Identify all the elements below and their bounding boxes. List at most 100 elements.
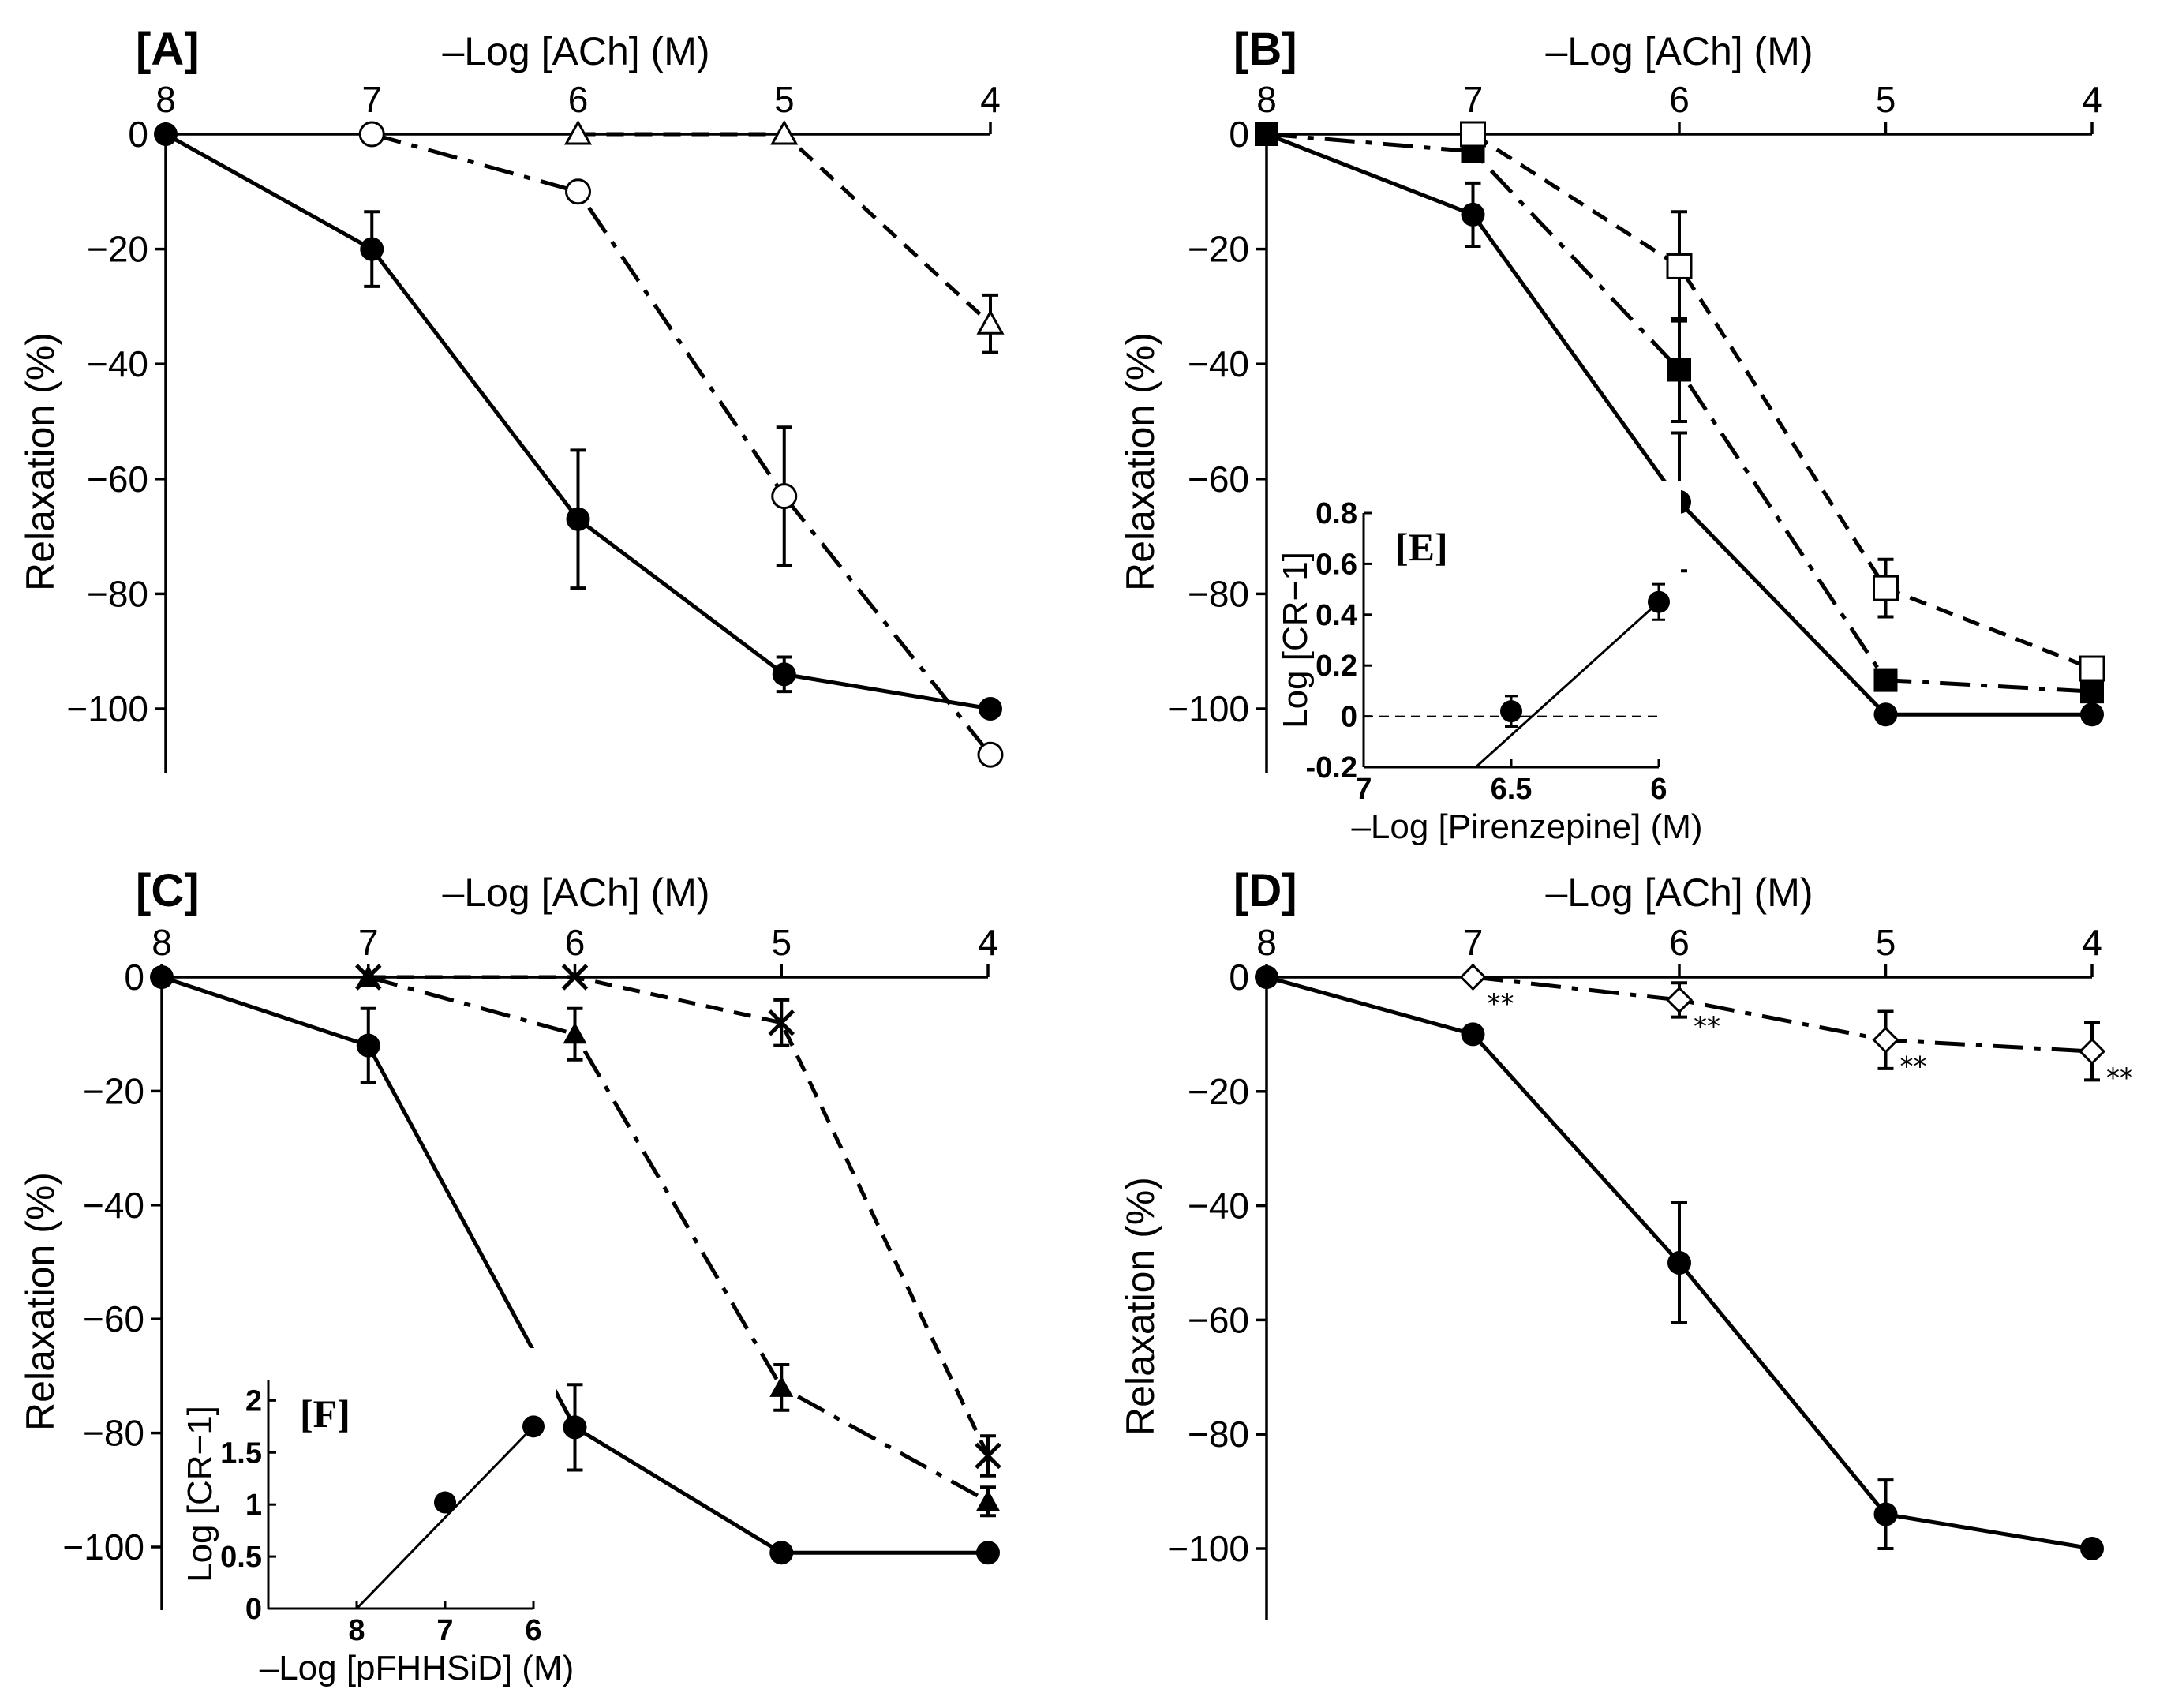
diamond-open-marker <box>1872 1026 1899 1054</box>
circle-filled-marker <box>566 507 590 531</box>
series-square-open <box>1460 121 2105 682</box>
circle-filled-marker <box>360 237 384 261</box>
triangle-open-marker <box>563 119 593 145</box>
x-tick-label: 6 <box>1669 79 1690 120</box>
y-axis-title: Relaxation (%) <box>18 1172 62 1431</box>
x-tick-label: 7 <box>358 922 379 963</box>
inset-x-tick-label: 8 <box>348 1614 365 1647</box>
square-open-marker <box>1873 575 1899 601</box>
triangle-open-marker <box>976 309 1005 335</box>
inset-data-point <box>434 1491 456 1514</box>
circle-filled-marker <box>1873 1502 1898 1526</box>
inset-x-axis-title: –Log [pFHHSiD] (M) <box>260 1649 574 1687</box>
inset-y-tick-label: -0.2 <box>1306 751 1357 785</box>
y-tick-label: −20 <box>87 229 148 270</box>
inset-y-tick-label: 0.6 <box>1316 548 1357 581</box>
x-tick-label: 8 <box>155 79 176 120</box>
series-circle-filled <box>1255 965 2104 1560</box>
square-open-marker <box>2079 655 2105 682</box>
x-tick-label: 4 <box>980 79 1001 120</box>
diamond-open-marker <box>1459 963 1487 991</box>
x-tick-label: 6 <box>568 79 589 120</box>
circle-filled-marker <box>1667 1251 1691 1275</box>
square-open-marker <box>1666 253 1693 279</box>
circle-filled-marker <box>150 965 174 989</box>
inset-data-point <box>1648 590 1670 613</box>
inset-fit-line <box>355 1425 535 1610</box>
x-tick-label: 5 <box>771 922 792 963</box>
x-tick-label: 5 <box>1876 922 1896 963</box>
y-tick-label: 0 <box>1229 114 1249 155</box>
inset-x-axis-title: –Log [Pirenzepine] (M) <box>1351 807 1702 846</box>
x-tick-label: 5 <box>1876 79 1896 120</box>
series-circle-open <box>358 121 1004 768</box>
y-tick-label: −100 <box>62 1526 144 1568</box>
y-tick-label: −60 <box>83 1298 144 1339</box>
inset-x-tick-label: 6 <box>1650 773 1667 806</box>
inset-f: 0 0.5 1 1.5 2 8 7 6 [F] Log [CR−1] –Log [pFHHSiD] … <box>181 1348 574 1687</box>
chart-panel-4: 8 7 6 5 4 0 −20 −40 −60 −80 −100 [D] –Log [ACh] (M) R… <box>1118 865 2133 1620</box>
inset-y-tick-label: 0 <box>245 1593 262 1626</box>
series-line <box>368 975 990 1457</box>
circle-filled-marker <box>769 1541 794 1565</box>
circle-filled-marker <box>1461 1022 1485 1047</box>
y-tick-label: −60 <box>1188 459 1249 500</box>
cross-marker <box>561 964 589 991</box>
diamond-open-marker <box>2078 1037 2106 1066</box>
significance-mark: ** <box>1900 1051 1927 1083</box>
x-axis-title: –Log [ACh] (M) <box>1545 29 1813 73</box>
inset-e: -0.2 0 0.2 0.4 0.6 0.8 7 6.5 6 [E] Log [CR−1] –Log … <box>1276 481 1703 846</box>
square-filled-marker <box>1873 668 1898 692</box>
chart-panel-2: 8 7 6 5 4 0 −20 −40 −60 −80 −100 [B] –Log [ACh] (M) R… <box>1118 24 2105 846</box>
triangle-filled-marker <box>769 1375 794 1397</box>
inset-data-point <box>1500 700 1522 723</box>
y-axis-title: Relaxation (%) <box>1118 1177 1162 1436</box>
x-tick-label: 7 <box>1463 79 1484 120</box>
inset-y-tick-label: 1.5 <box>220 1436 262 1470</box>
y-axis-title: Relaxation (%) <box>18 332 62 591</box>
x-tick-label: 8 <box>1256 79 1277 120</box>
inset-y-tick-label: 0.2 <box>1316 650 1357 683</box>
circle-open-marker <box>565 178 591 205</box>
y-tick-label: −40 <box>1188 1185 1249 1227</box>
x-tick-label: 6 <box>1669 922 1690 963</box>
x-tick-label: 8 <box>152 922 172 963</box>
square-filled-marker <box>1667 358 1691 382</box>
series-line <box>164 132 991 711</box>
panel-label: [A] <box>136 24 200 75</box>
inset-x-tick-label: 7 <box>1355 773 1372 806</box>
inset-fit-line <box>1475 601 1660 769</box>
series-line <box>371 132 992 756</box>
series-line <box>368 975 990 1504</box>
x-tick-label: 4 <box>2082 79 2102 120</box>
y-tick-label: −100 <box>66 688 148 729</box>
y-tick-label: −100 <box>1167 688 1249 729</box>
triangle-filled-marker <box>976 1489 1000 1511</box>
x-tick-label: 5 <box>774 79 795 120</box>
inset-x-tick-label: 6.5 <box>1491 773 1533 806</box>
y-tick-label: −80 <box>1188 1414 1249 1455</box>
circle-filled-marker <box>563 1415 587 1440</box>
inset-background <box>267 1348 556 1609</box>
y-tick-label: −20 <box>1188 1071 1249 1112</box>
y-tick-label: 0 <box>1229 957 1249 998</box>
y-tick-label: −40 <box>87 343 148 384</box>
circle-filled-marker <box>2080 1537 2104 1560</box>
series-diamond-open <box>1459 963 2106 1082</box>
square-open-marker <box>1460 121 1486 148</box>
y-tick-label: −60 <box>1188 1299 1249 1340</box>
series-line <box>1472 132 2093 671</box>
y-axis-title: Relaxation (%) <box>1118 332 1162 591</box>
chart-panel-3: 8 7 6 5 4 0 −20 −40 −60 −80 −100 [C] –Log [ACh] (M) R… <box>18 865 1001 1687</box>
x-tick-label: 4 <box>978 922 998 963</box>
y-tick-label: −40 <box>83 1185 144 1226</box>
circle-filled-marker <box>1873 702 1898 727</box>
circle-open-marker <box>977 741 1004 768</box>
y-tick-label: −80 <box>87 573 148 614</box>
triangle-filled-marker <box>563 1022 587 1044</box>
y-tick-label: −100 <box>1167 1528 1249 1569</box>
panel-label: [D] <box>1233 865 1297 916</box>
y-tick-label: 0 <box>124 957 144 998</box>
inset-y-tick-label: 0.4 <box>1316 599 1357 632</box>
